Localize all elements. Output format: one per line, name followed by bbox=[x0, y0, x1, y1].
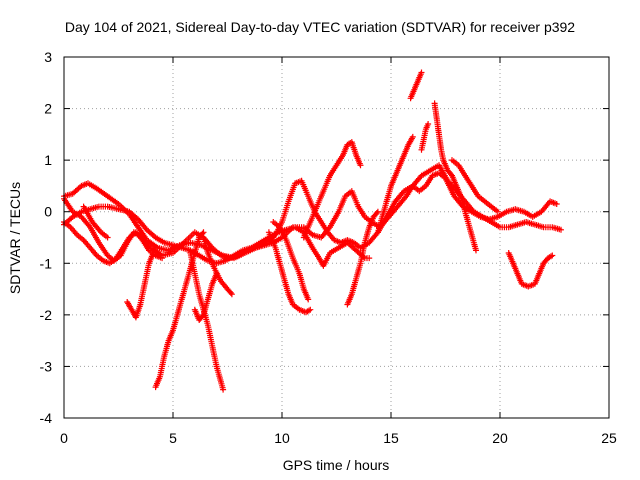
data-marks bbox=[61, 69, 564, 393]
marker-trace bbox=[418, 121, 432, 153]
series-track-9 bbox=[191, 270, 220, 323]
series-track-20 bbox=[505, 250, 556, 290]
series-track-15 bbox=[374, 133, 416, 236]
series-track-18 bbox=[431, 100, 479, 254]
series-track-17 bbox=[418, 121, 432, 153]
y-tick-label: -1 bbox=[40, 255, 53, 271]
y-tick-label: 2 bbox=[44, 101, 52, 117]
marker-trace bbox=[300, 139, 364, 241]
plot-frame bbox=[63, 56, 610, 419]
x-tick-label: 25 bbox=[601, 430, 617, 446]
chart-title: Day 104 of 2021, Sidereal Day-to-day VTE… bbox=[65, 19, 575, 35]
series-track-5 bbox=[80, 203, 111, 241]
x-tick-label: 20 bbox=[492, 430, 508, 446]
series-track-6 bbox=[124, 250, 157, 321]
y-tick-label: 3 bbox=[44, 49, 52, 65]
y-tick-label: -4 bbox=[40, 410, 53, 426]
series-track-16 bbox=[407, 69, 425, 102]
marker-trace bbox=[431, 100, 479, 254]
series-track-10 bbox=[200, 234, 235, 298]
marker-trace bbox=[407, 69, 425, 102]
marker-trace bbox=[449, 157, 501, 215]
marker-trace bbox=[191, 270, 220, 323]
marker-trace bbox=[505, 250, 556, 290]
series-track-7 bbox=[152, 229, 207, 391]
series-track-12 bbox=[270, 219, 312, 303]
marker-trace bbox=[152, 229, 207, 391]
x-axis-label: GPS time / hours bbox=[283, 457, 390, 473]
y-tick-label: 1 bbox=[44, 152, 52, 168]
axis-ticks: 0 5 10 15 20 25 -4 -3 -2 -1 0 1 2 3 bbox=[40, 49, 617, 446]
marker-trace bbox=[200, 234, 235, 298]
y-tick-label: -2 bbox=[40, 307, 53, 323]
y-tick-label: 0 bbox=[44, 204, 52, 220]
x-tick-label: 0 bbox=[60, 430, 68, 446]
marker-trace bbox=[187, 250, 227, 393]
y-axis-label: SDTVAR / TECUs bbox=[7, 182, 23, 294]
x-tick-label: 10 bbox=[274, 430, 290, 446]
marker-trace bbox=[265, 229, 314, 316]
series-track-19 bbox=[449, 157, 501, 215]
marker-trace bbox=[270, 219, 312, 303]
series-track-13 bbox=[300, 139, 364, 241]
marker-trace bbox=[374, 133, 416, 236]
marker-trace bbox=[80, 203, 111, 241]
series-track-8 bbox=[187, 250, 227, 393]
series-track-14 bbox=[344, 208, 381, 308]
x-tick-label: 5 bbox=[169, 430, 177, 446]
x-tick-label: 15 bbox=[383, 430, 399, 446]
y-tick-label: -3 bbox=[40, 358, 53, 374]
marker-trace bbox=[124, 250, 157, 321]
marker-trace bbox=[344, 208, 381, 308]
series-track-11 bbox=[265, 229, 314, 316]
